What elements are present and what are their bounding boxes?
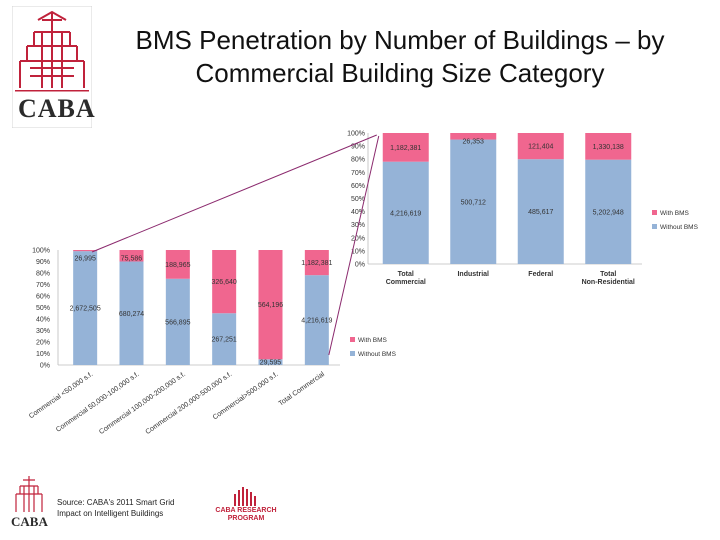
data-label-without-bms: 5,202,948: [593, 209, 624, 216]
bar-without-bms: [304, 275, 329, 365]
slide-title-line2: Commercial Building Size Category: [195, 58, 605, 88]
research-program-icon: [234, 487, 256, 506]
bar-without-bms: [382, 161, 429, 264]
data-label-without-bms: 4,216,619: [390, 210, 421, 217]
y-tick-label: 10%: [36, 351, 50, 358]
x-tick-label: Commercial 100,000-200,000 s.f.: [98, 371, 187, 436]
small-logo-text: CABA: [11, 514, 48, 529]
bar-without-bms: [517, 159, 564, 264]
data-label-without-bms: 680,274: [119, 311, 144, 318]
y-tick-label: 70%: [351, 170, 365, 177]
y-tick-label: 100%: [32, 248, 50, 255]
bar-with-bms: [165, 250, 190, 279]
legend-swatch: [652, 224, 657, 229]
x-tick-label: Industrial: [457, 271, 489, 278]
x-tick-label: Total: [398, 271, 414, 278]
y-tick-label: 100%: [347, 131, 365, 138]
zoom-connector-line: [91, 134, 377, 253]
data-label-without-bms: 4,216,619: [301, 318, 332, 325]
bar-without-bms: [165, 278, 190, 365]
x-tick-label: Total Commercial: [278, 371, 327, 408]
data-label-with-bms: 564,196: [258, 302, 283, 309]
y-tick-label: 90%: [351, 144, 365, 151]
bar-with-bms: [73, 250, 98, 252]
bar-with-bms: [382, 133, 429, 162]
data-label-with-bms: 26,995: [74, 256, 96, 263]
data-label-without-bms: 2,672,505: [70, 306, 101, 313]
source-line2: Impact on Intelligent Buildings: [57, 509, 164, 518]
data-label-without-bms: 566,895: [165, 319, 190, 326]
x-tick-label: Federal: [528, 271, 553, 278]
source-line1: Source: CABA's 2011 Smart Grid: [57, 498, 175, 507]
research-program-line1: CABA RESEARCH: [215, 507, 277, 514]
logo-text: CABA: [18, 94, 96, 123]
bar-without-bms: [212, 313, 237, 365]
caba-logo-small: [15, 476, 43, 512]
data-label-without-bms: 29,595: [260, 360, 282, 367]
bar-without-bms: [119, 261, 144, 365]
x-tick-label: Commercial 50,000-100,000 s.f.: [55, 371, 141, 434]
y-tick-label: 10%: [351, 248, 365, 255]
slide-title-line1: BMS Penetration by Number of Buildings –…: [135, 25, 665, 55]
bar-with-bms: [212, 250, 237, 314]
x-tick-label: Total: [600, 271, 616, 278]
y-tick-label: 0%: [40, 363, 50, 370]
y-tick-label: 40%: [351, 209, 365, 216]
zoom-connector-line: [328, 135, 380, 356]
y-tick-label: 60%: [351, 183, 365, 190]
y-tick-label: 60%: [36, 294, 50, 301]
y-tick-label: 30%: [36, 328, 50, 335]
research-program-line2: PROGRAM: [227, 515, 265, 522]
legend-label: Without BMS: [660, 224, 699, 231]
y-tick-label: 50%: [36, 305, 50, 312]
source-note: Source: CABA's 2011 Smart Grid Impact on…: [57, 497, 197, 519]
bar-with-bms: [450, 133, 497, 140]
bar-without-bms: [450, 139, 497, 264]
data-label-without-bms: 500,712: [461, 199, 486, 206]
data-label-with-bms: 26,353: [463, 139, 485, 146]
legend-label: Without BMS: [358, 351, 397, 358]
y-tick-label: 70%: [36, 282, 50, 289]
y-tick-label: 50%: [351, 196, 365, 203]
caba-logo: [12, 6, 92, 128]
y-tick-label: 80%: [351, 157, 365, 164]
y-tick-label: 0%: [355, 262, 365, 269]
data-label-without-bms: 485,617: [528, 209, 553, 216]
y-tick-label: 40%: [36, 317, 50, 324]
bar-with-bms: [585, 133, 632, 160]
bar-without-bms: [585, 159, 632, 264]
data-label-without-bms: 267,251: [212, 337, 237, 344]
bar-without-bms: [73, 251, 98, 365]
x-tick-label: Commercial 200,000-500,000 s.f.: [145, 371, 234, 436]
legend-label: With BMS: [358, 337, 388, 344]
y-tick-label: 20%: [36, 340, 50, 347]
legend-label: With BMS: [660, 210, 690, 217]
data-label-with-bms: 326,640: [212, 279, 237, 286]
legend-swatch: [350, 337, 355, 342]
bar-with-bms: [258, 250, 283, 360]
y-tick-label: 80%: [36, 271, 50, 278]
bar-with-bms: [304, 250, 329, 276]
data-label-with-bms: 188,965: [165, 262, 190, 269]
data-label-with-bms: 1,182,381: [390, 145, 421, 152]
x-tick-label: Commercial: [386, 279, 426, 286]
x-tick-label: Non-Residential: [582, 279, 635, 286]
data-label-with-bms: 1,182,381: [301, 260, 332, 267]
y-tick-label: 90%: [36, 259, 50, 266]
bar-without-bms: [258, 359, 283, 365]
y-tick-label: 20%: [351, 235, 365, 242]
bar-with-bms: [517, 133, 564, 160]
data-label-with-bms: 1,330,138: [593, 144, 624, 151]
research-program-label: CABA RESEARCH PROGRAM: [212, 507, 280, 523]
data-label-with-bms: 75,586: [121, 256, 143, 263]
legend-swatch: [350, 351, 355, 356]
slide-title: BMS Penetration by Number of Buildings –…: [80, 24, 720, 90]
data-label-with-bms: 121,404: [528, 144, 553, 151]
legend-swatch: [652, 210, 657, 215]
bar-with-bms: [119, 250, 144, 262]
